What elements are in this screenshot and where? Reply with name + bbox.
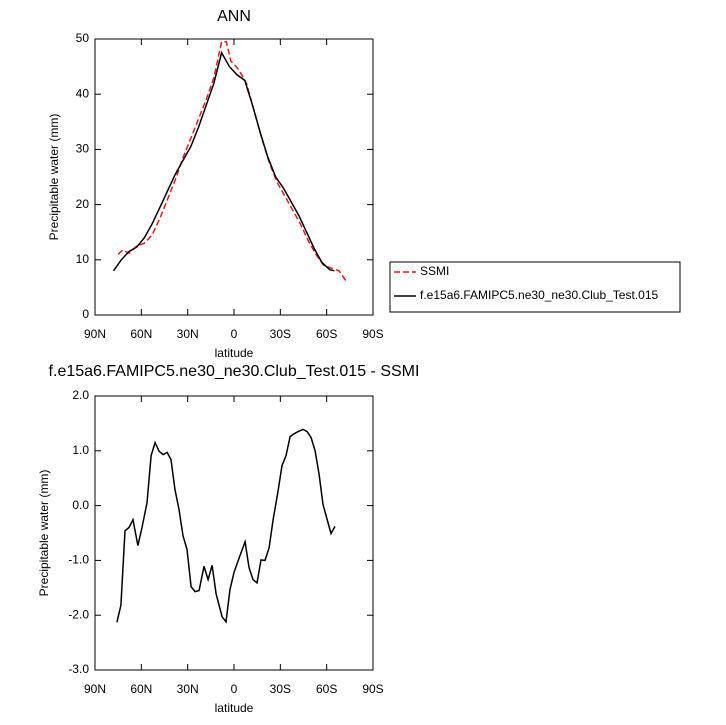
y-tick-label: 20 — [76, 197, 90, 211]
x-tick-label: 90S — [362, 682, 383, 696]
x-tick-label: 60S — [316, 682, 337, 696]
y-tick-label: 0.0 — [72, 498, 89, 512]
y-tick-label: 40 — [76, 86, 90, 100]
x-tick-label: 30S — [270, 327, 291, 341]
x-tick-label: 90N — [84, 327, 106, 341]
y-axis-label: Precipitable water (mm) — [37, 470, 51, 597]
x-tick-label: 90S — [362, 327, 383, 341]
x-tick-label: 60N — [130, 682, 152, 696]
y-tick-label: -2.0 — [68, 607, 89, 621]
x-tick-label: 30S — [270, 682, 291, 696]
y-tick-label: 30 — [76, 142, 90, 156]
x-tick-label: 90N — [84, 682, 106, 696]
legend-box — [389, 261, 681, 313]
x-tick-label: 0 — [231, 682, 238, 696]
y-tick-label: -3.0 — [68, 662, 89, 676]
y-tick-label: 2.0 — [72, 388, 89, 402]
x-axis-label: latitude — [215, 701, 254, 715]
chart-title: ANN — [217, 8, 251, 25]
legend-label: SSMI — [420, 264, 449, 278]
data-line — [117, 41, 348, 283]
plot-frame — [94, 38, 374, 316]
y-tick-label: 1.0 — [72, 443, 89, 457]
legend-label: f.e15a6.FAMIPC5.ne30_ne30.Club_Test.015 — [420, 288, 658, 302]
y-axis-label: Precipitable water (mm) — [47, 114, 61, 241]
y-tick-label: 0 — [82, 307, 89, 321]
data-line — [112, 50, 335, 272]
x-tick-label: 60S — [316, 327, 337, 341]
x-tick-label: 30N — [177, 682, 199, 696]
y-tick-label: 50 — [76, 31, 90, 45]
x-tick-label: 30N — [177, 327, 199, 341]
x-tick-label: 60N — [130, 327, 152, 341]
y-tick-label: -1.0 — [68, 553, 89, 567]
x-axis-label: latitude — [215, 346, 254, 360]
y-tick-label: 10 — [76, 252, 90, 266]
chart-title: f.e15a6.FAMIPC5.ne30_ne30.Club_Test.015 … — [49, 363, 420, 380]
data-line — [116, 428, 336, 624]
x-tick-label: 0 — [231, 327, 238, 341]
